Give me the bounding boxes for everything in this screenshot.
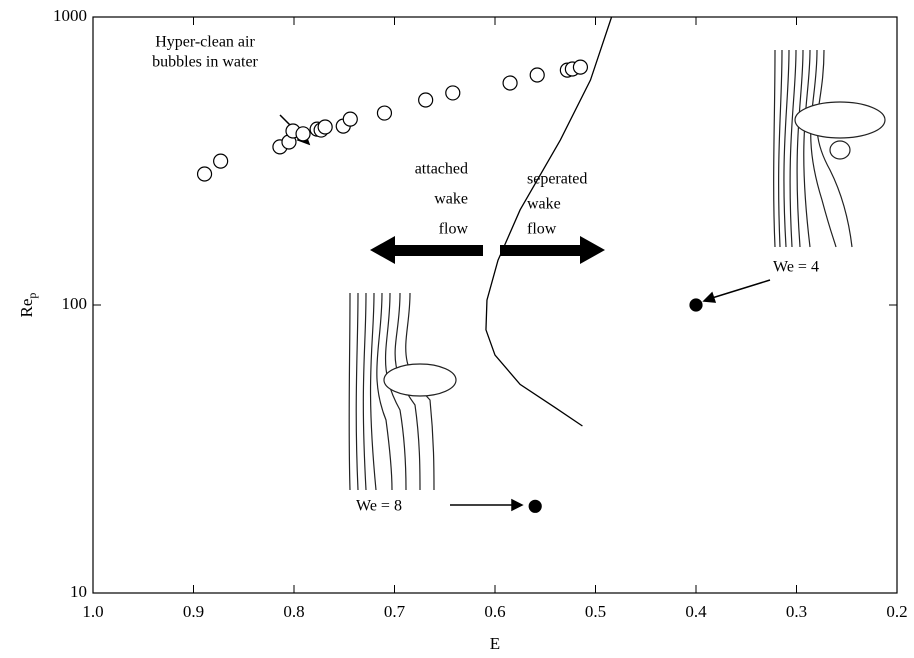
y-tick-label: 10: [70, 582, 87, 601]
annotation: We = 8: [356, 498, 402, 515]
y-tick-label: 100: [62, 294, 88, 313]
open-point: [317, 119, 333, 135]
x-tick-label: 0.2: [886, 602, 907, 621]
y-axis-label: Rep: [17, 293, 39, 318]
annotation: seperated: [527, 171, 587, 188]
x-tick-label: 0.4: [685, 602, 707, 621]
x-tick-label: 0.3: [786, 602, 807, 621]
open-point: [502, 75, 518, 91]
open-point: [376, 105, 393, 121]
x-tick-label: 0.8: [283, 602, 304, 621]
x-tick-label: 0.5: [585, 602, 606, 621]
inset-attached: [343, 292, 457, 491]
y-tick-label: 1000: [53, 6, 87, 25]
open-point: [196, 166, 213, 182]
filled-point: [528, 499, 542, 513]
x-tick-label: 0.7: [384, 602, 406, 621]
y-axis-label-main: Re: [17, 299, 36, 318]
annotation: flow: [527, 221, 557, 238]
flow-arrows: [370, 236, 605, 264]
annotation: bubbles in water: [152, 54, 258, 71]
open-point: [418, 92, 434, 108]
x-axis-label: E: [490, 634, 500, 653]
filled-point: [689, 298, 703, 312]
y-axis-label-sub: p: [25, 293, 39, 299]
annotation: flow: [439, 221, 469, 238]
x-tick-label: 0.9: [183, 602, 204, 621]
annotation: attached: [415, 161, 468, 178]
open-point: [295, 126, 311, 142]
open-point: [213, 153, 229, 169]
open-point: [529, 67, 545, 83]
x-tick-label: 1.0: [82, 602, 103, 621]
boundary-curve: [485, 16, 613, 427]
open-point: [445, 85, 461, 101]
annotation: Hyper-clean air: [155, 34, 255, 51]
x-tick-label: 0.6: [484, 602, 505, 621]
open-point: [572, 59, 589, 75]
annotation: We = 4: [773, 259, 819, 276]
annotation: wake: [434, 191, 468, 208]
inset-separated: [762, 49, 886, 248]
open-point: [342, 111, 358, 127]
annotation: wake: [527, 196, 561, 213]
